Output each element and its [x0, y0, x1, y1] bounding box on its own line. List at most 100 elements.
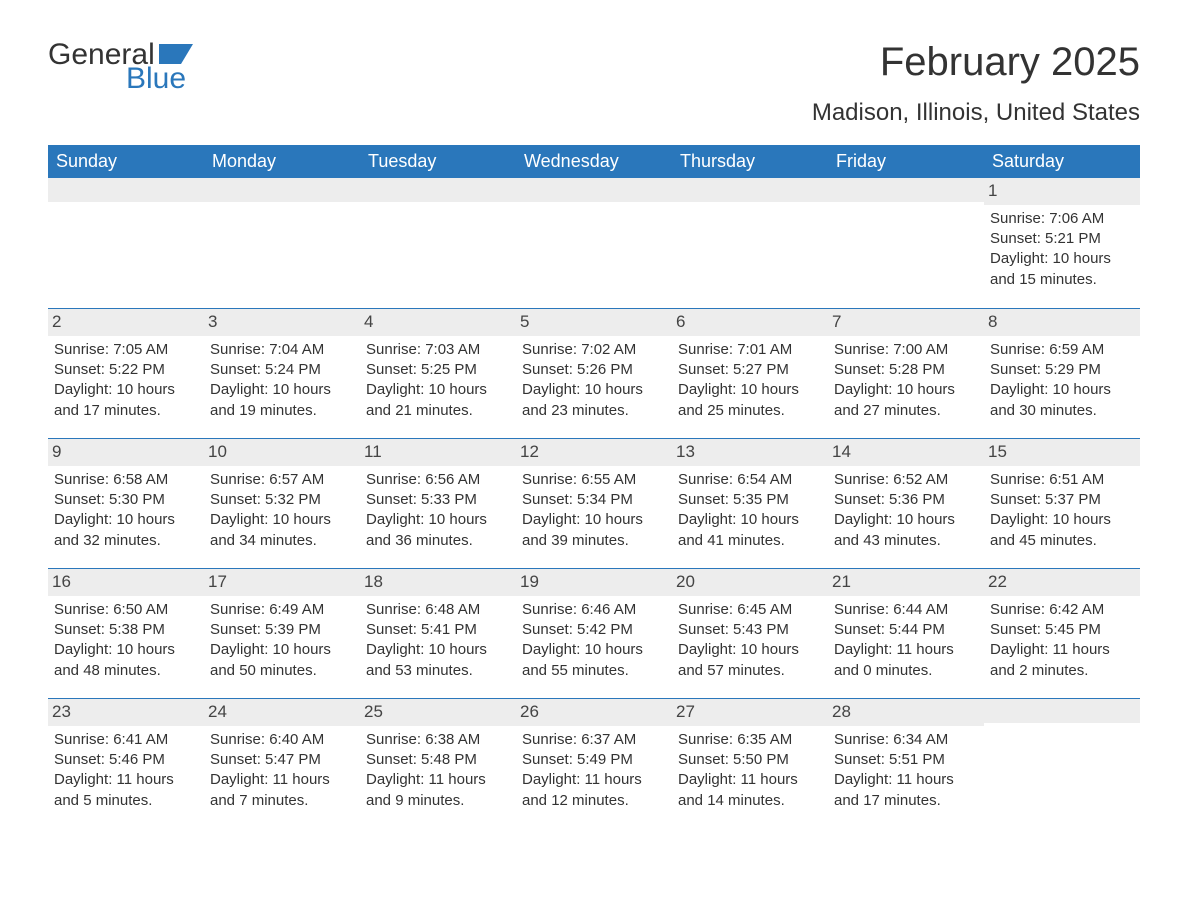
sunset-text: Sunset: 5:24 PM	[210, 360, 354, 380]
month-title: February 2025	[812, 40, 1140, 85]
day-cell: 16Sunrise: 6:50 AMSunset: 5:38 PMDayligh…	[48, 569, 204, 698]
day-number	[672, 178, 828, 202]
daylight-text: Daylight: 10 hours and 27 minutes.	[834, 380, 978, 421]
sunset-text: Sunset: 5:30 PM	[54, 490, 198, 510]
sunset-text: Sunset: 5:50 PM	[678, 750, 822, 770]
day-number: 8	[984, 309, 1140, 336]
day-cell: 19 Sunrise: 6:46 AMSunset: 5:42 PMDayligh…	[516, 569, 672, 698]
sunrise-text: Sunrise: 7:04 AM	[210, 340, 354, 360]
title-block: February 2025 Madison, Illinois, United …	[812, 40, 1140, 141]
sunset-text: Sunset: 5:33 PM	[366, 490, 510, 510]
day-cell: 2Sunrise: 7:05 AMSunset: 5:22 PMDaylight…	[48, 309, 204, 438]
daylight-text: Daylight: 10 hours and 39 minutes.	[522, 510, 666, 551]
day-number: 19	[516, 569, 672, 596]
day-cell: 8Sunrise: 6:59 AMSunset: 5:29 PMDaylight…	[984, 309, 1140, 438]
sunset-text: Sunset: 5:37 PM	[990, 490, 1134, 510]
sunrise-text: Sunrise: 6:54 AM	[678, 470, 822, 490]
day-number: 23	[48, 699, 204, 726]
daylight-text: Daylight: 11 hours and 7 minutes.	[210, 770, 354, 811]
sunrise-text: Sunrise: 6:57 AM	[210, 470, 354, 490]
sunrise-text: Sunrise: 6:34 AM	[834, 730, 978, 750]
sunrise-text: Sunrise: 6:59 AM	[990, 340, 1134, 360]
sunrise-text: Sunrise: 6:55 AM	[522, 470, 666, 490]
day-number	[516, 178, 672, 202]
sunset-text: Sunset: 5:22 PM	[54, 360, 198, 380]
day-cell: 4Sunrise: 7:03 AMSunset: 5:25 PMDaylight…	[360, 309, 516, 438]
day-cell	[984, 699, 1140, 828]
daylight-text: Daylight: 11 hours and 0 minutes.	[834, 640, 978, 681]
day-number: 6	[672, 309, 828, 336]
calendar: SundayMondayTuesdayWednesdayThursdayFrid…	[48, 145, 1140, 828]
day-cell: 28Sunrise: 6:34 AMSunset: 5:51 PMDayligh…	[828, 699, 984, 828]
day-cell: 1Sunrise: 7:06 AMSunset: 5:21 PMDaylight…	[984, 178, 1140, 308]
sunrise-text: Sunrise: 7:05 AM	[54, 340, 198, 360]
sunset-text: Sunset: 5:38 PM	[54, 620, 198, 640]
daylight-text: Daylight: 10 hours and 32 minutes.	[54, 510, 198, 551]
day-cell	[828, 178, 984, 308]
day-cell: 10Sunrise: 6:57 AMSunset: 5:32 PMDayligh…	[204, 439, 360, 568]
sunset-text: Sunset: 5:39 PM	[210, 620, 354, 640]
sunset-text: Sunset: 5:48 PM	[366, 750, 510, 770]
daylight-text: Daylight: 10 hours and 41 minutes.	[678, 510, 822, 551]
day-header-cell: Wednesday	[516, 145, 672, 178]
daylight-text: Daylight: 10 hours and 30 minutes.	[990, 380, 1134, 421]
day-number: 18	[360, 569, 516, 596]
sunset-text: Sunset: 5:42 PM	[522, 620, 666, 640]
daylight-text: Daylight: 10 hours and 21 minutes.	[366, 380, 510, 421]
day-number: 10	[204, 439, 360, 466]
sunrise-text: Sunrise: 6:38 AM	[366, 730, 510, 750]
day-cell: 27Sunrise: 6:35 AMSunset: 5:50 PMDayligh…	[672, 699, 828, 828]
day-header-cell: Monday	[204, 145, 360, 178]
header-row: General Blue February 2025 Madison, Illi…	[48, 40, 1140, 141]
day-cell: 20Sunrise: 6:45 AMSunset: 5:43 PMDayligh…	[672, 569, 828, 698]
day-number	[48, 178, 204, 202]
daylight-text: Daylight: 11 hours and 17 minutes.	[834, 770, 978, 811]
day-cell: 11Sunrise: 6:56 AMSunset: 5:33 PMDayligh…	[360, 439, 516, 568]
day-number: 5	[516, 309, 672, 336]
daylight-text: Daylight: 10 hours and 19 minutes.	[210, 380, 354, 421]
day-number: 1	[984, 178, 1140, 205]
sunrise-text: Sunrise: 6:50 AM	[54, 600, 198, 620]
day-header-cell: Thursday	[672, 145, 828, 178]
sunrise-text: Sunrise: 7:01 AM	[678, 340, 822, 360]
day-cell	[48, 178, 204, 308]
day-header-cell: Tuesday	[360, 145, 516, 178]
sunset-text: Sunset: 5:28 PM	[834, 360, 978, 380]
sunrise-text: Sunrise: 6:48 AM	[366, 600, 510, 620]
day-cell	[204, 178, 360, 308]
sunrise-text: Sunrise: 6:51 AM	[990, 470, 1134, 490]
sunset-text: Sunset: 5:26 PM	[522, 360, 666, 380]
sunrise-text: Sunrise: 6:46 AM	[522, 600, 666, 620]
day-number: 2	[48, 309, 204, 336]
daylight-text: Daylight: 10 hours and 55 minutes.	[522, 640, 666, 681]
day-number: 25	[360, 699, 516, 726]
sunrise-text: Sunrise: 6:42 AM	[990, 600, 1134, 620]
day-number: 22	[984, 569, 1140, 596]
day-cell: 14Sunrise: 6:52 AMSunset: 5:36 PMDayligh…	[828, 439, 984, 568]
day-number: 12	[516, 439, 672, 466]
daylight-text: Daylight: 10 hours and 45 minutes.	[990, 510, 1134, 551]
day-cell	[516, 178, 672, 308]
day-number: 4	[360, 309, 516, 336]
daylight-text: Daylight: 10 hours and 43 minutes.	[834, 510, 978, 551]
sunset-text: Sunset: 5:21 PM	[990, 229, 1134, 249]
week-row: 9Sunrise: 6:58 AMSunset: 5:30 PMDaylight…	[48, 438, 1140, 568]
sunrise-text: Sunrise: 6:49 AM	[210, 600, 354, 620]
logo: General Blue	[48, 40, 193, 94]
day-cell	[360, 178, 516, 308]
day-number: 15	[984, 439, 1140, 466]
sunset-text: Sunset: 5:44 PM	[834, 620, 978, 640]
sunset-text: Sunset: 5:49 PM	[522, 750, 666, 770]
daylight-text: Daylight: 11 hours and 5 minutes.	[54, 770, 198, 811]
day-cell: 24Sunrise: 6:40 AMSunset: 5:47 PMDayligh…	[204, 699, 360, 828]
sunrise-text: Sunrise: 7:00 AM	[834, 340, 978, 360]
day-number: 24	[204, 699, 360, 726]
day-header-row: SundayMondayTuesdayWednesdayThursdayFrid…	[48, 145, 1140, 178]
day-number	[204, 178, 360, 202]
day-number: 20	[672, 569, 828, 596]
sunrise-text: Sunrise: 6:37 AM	[522, 730, 666, 750]
daylight-text: Daylight: 10 hours and 15 minutes.	[990, 249, 1134, 290]
day-number: 9	[48, 439, 204, 466]
location-title: Madison, Illinois, United States	[812, 99, 1140, 127]
day-cell: 26Sunrise: 6:37 AMSunset: 5:49 PMDayligh…	[516, 699, 672, 828]
